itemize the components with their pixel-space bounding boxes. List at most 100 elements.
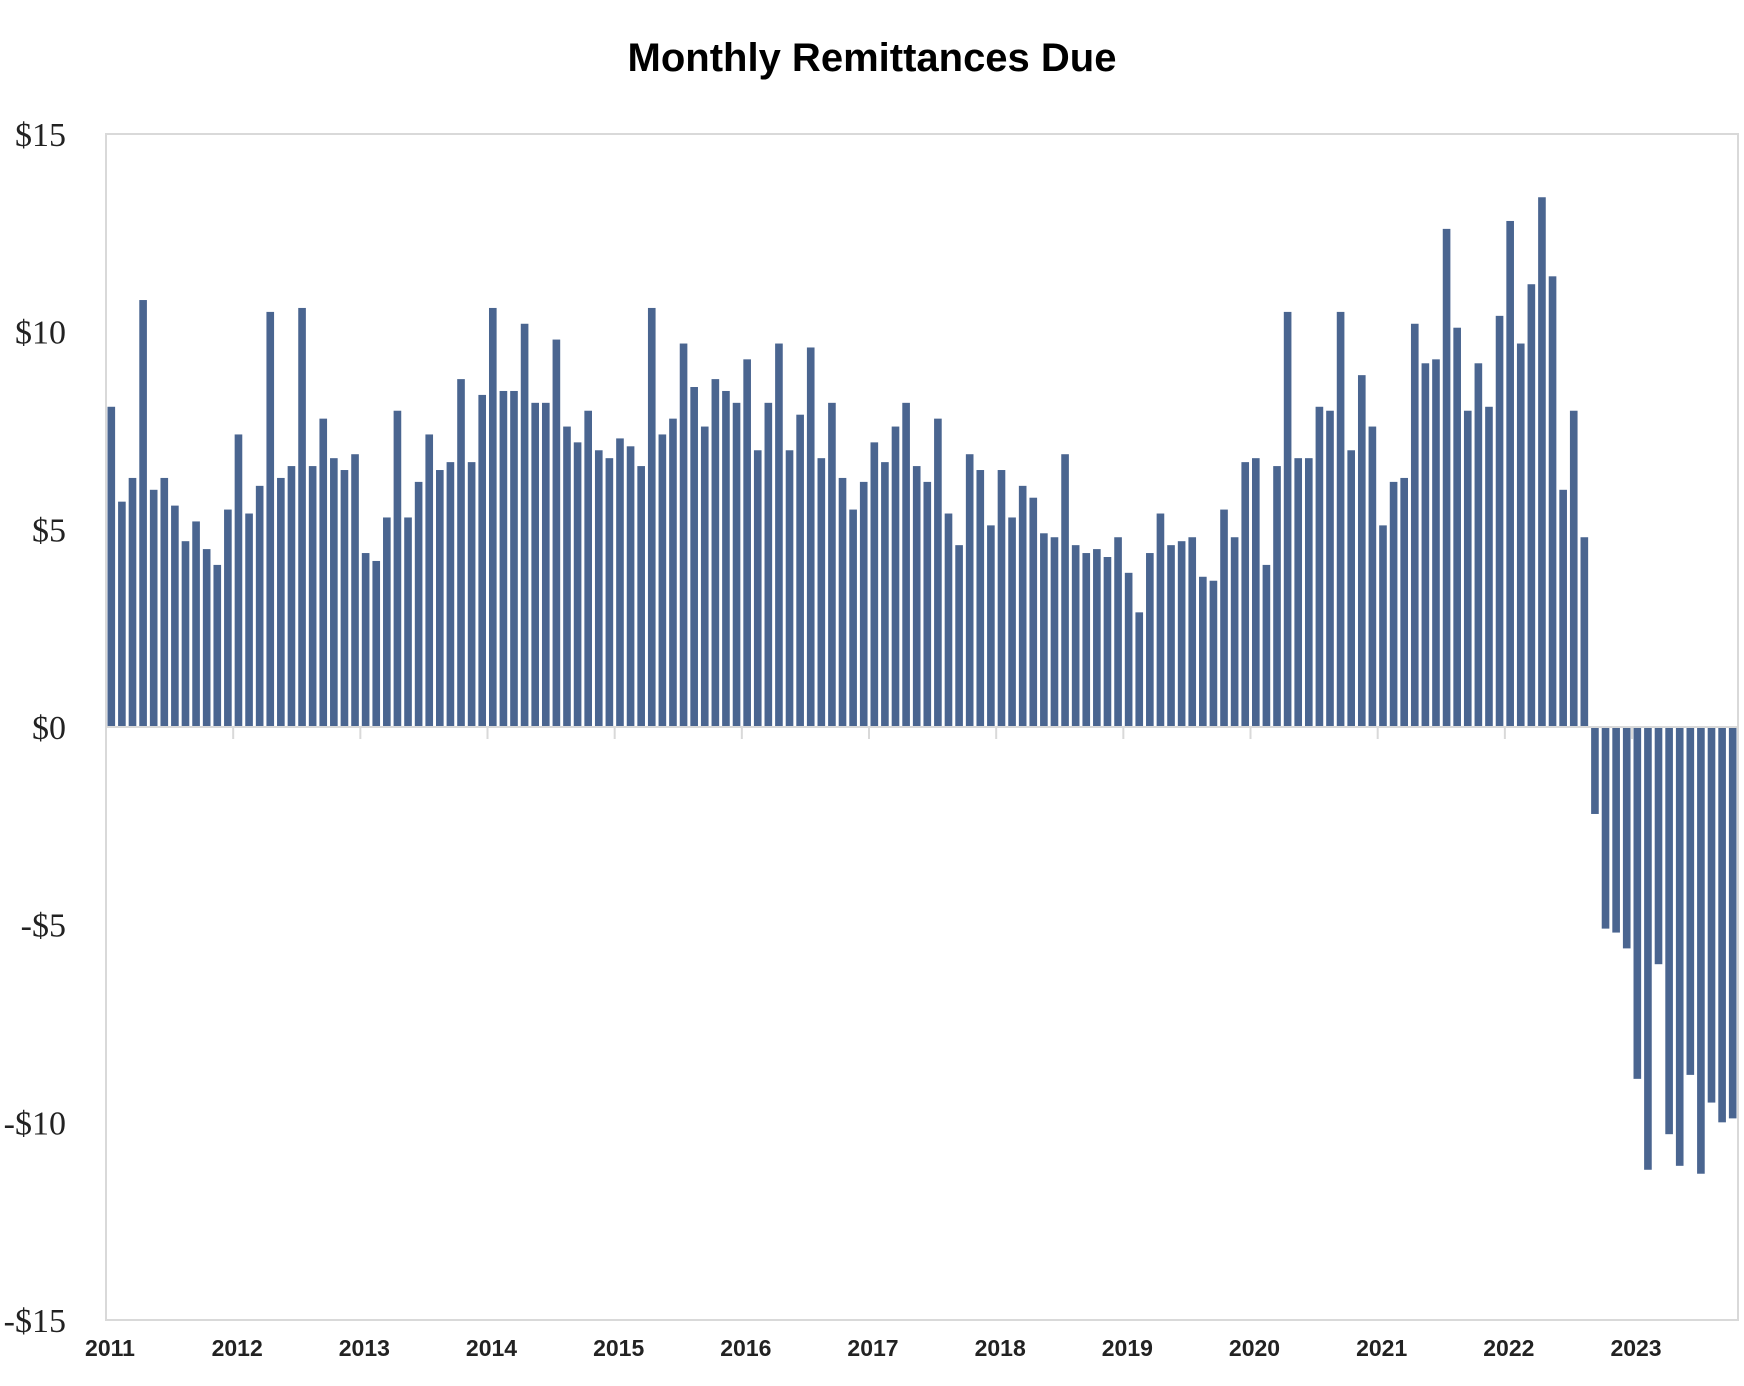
bar xyxy=(245,513,253,727)
bar xyxy=(287,466,296,727)
bar xyxy=(1061,454,1069,727)
bar xyxy=(891,426,900,727)
bar xyxy=(700,426,709,727)
bar xyxy=(202,549,211,727)
bar xyxy=(181,541,190,727)
x-tick-label: 2017 xyxy=(847,1335,898,1361)
bar xyxy=(1357,375,1366,727)
bar xyxy=(647,307,656,727)
bar xyxy=(255,485,264,727)
bar xyxy=(1029,497,1038,727)
bar xyxy=(1432,359,1440,727)
bar xyxy=(488,307,497,727)
bar xyxy=(361,553,370,727)
bar xyxy=(976,470,985,727)
x-tick-label: 2022 xyxy=(1483,1335,1534,1361)
bar xyxy=(266,311,275,727)
bar xyxy=(1071,545,1080,727)
bar xyxy=(171,505,179,727)
bar xyxy=(1474,363,1483,727)
x-tick-label: 2018 xyxy=(975,1335,1026,1361)
bar xyxy=(1400,477,1408,727)
bar xyxy=(1633,727,1642,1079)
bar xyxy=(1538,197,1546,727)
bar xyxy=(478,394,487,727)
bar xyxy=(383,517,391,727)
bar xyxy=(849,509,857,727)
bar xyxy=(1230,537,1239,727)
bar xyxy=(594,450,603,727)
bar xyxy=(1114,537,1122,727)
bar xyxy=(902,402,910,727)
x-tick-label: 2011 xyxy=(85,1335,135,1361)
bar xyxy=(1368,426,1377,727)
y-tick-label: -$5 xyxy=(21,908,66,945)
bar xyxy=(128,477,137,727)
bar xyxy=(923,481,932,727)
bar xyxy=(1252,458,1260,727)
bar xyxy=(192,521,200,727)
bar xyxy=(457,379,465,727)
bar xyxy=(955,545,963,727)
bar xyxy=(870,442,879,727)
bar xyxy=(987,525,995,727)
bar xyxy=(1273,466,1281,727)
bar xyxy=(1304,458,1313,727)
bar xyxy=(234,434,243,727)
bar xyxy=(817,458,826,727)
y-tick-label: -$10 xyxy=(4,1105,66,1142)
bar xyxy=(1421,363,1430,727)
bar xyxy=(1315,406,1324,727)
bar xyxy=(1167,545,1175,727)
x-tick-label: 2012 xyxy=(212,1335,263,1361)
bar xyxy=(1548,276,1557,727)
y-tick-label: $10 xyxy=(15,315,66,352)
bar xyxy=(436,470,444,727)
bar xyxy=(319,418,328,727)
bar xyxy=(965,454,974,727)
bar xyxy=(149,489,158,727)
bar xyxy=(1569,410,1578,727)
bar xyxy=(626,446,635,727)
bar xyxy=(1262,564,1271,727)
bar xyxy=(679,343,688,727)
bar xyxy=(160,477,169,727)
bar xyxy=(1177,541,1186,727)
x-tick-label: 2021 xyxy=(1356,1335,1407,1361)
bar xyxy=(785,450,794,727)
bar xyxy=(520,323,529,727)
bar xyxy=(796,414,804,727)
bar xyxy=(1040,533,1048,727)
bar xyxy=(541,402,550,727)
bar xyxy=(838,477,847,727)
bar xyxy=(690,387,698,727)
bar xyxy=(1644,727,1652,1170)
bar xyxy=(224,509,232,727)
bar xyxy=(1580,537,1589,727)
bar xyxy=(1379,525,1387,727)
bar xyxy=(1241,462,1250,727)
bar xyxy=(1188,537,1197,727)
bar xyxy=(764,402,773,727)
bar xyxy=(1018,485,1027,727)
bar xyxy=(711,379,720,727)
bar xyxy=(1463,410,1472,727)
x-tick-label: 2019 xyxy=(1102,1335,1153,1361)
x-tick-label: 2020 xyxy=(1229,1335,1280,1361)
bar xyxy=(298,307,306,727)
bar xyxy=(425,434,434,727)
x-tick-label: 2014 xyxy=(466,1335,517,1361)
bar xyxy=(743,359,751,727)
bar xyxy=(1591,727,1599,814)
x-tick-label: 2015 xyxy=(593,1335,644,1361)
bar xyxy=(1559,489,1567,727)
bar xyxy=(1442,228,1451,727)
bar xyxy=(510,390,518,727)
bar xyxy=(563,426,571,727)
bar xyxy=(828,402,836,727)
bar xyxy=(1718,727,1726,1123)
bar xyxy=(107,406,116,727)
bar xyxy=(277,477,285,727)
bar xyxy=(351,454,359,727)
bar xyxy=(1326,410,1334,727)
